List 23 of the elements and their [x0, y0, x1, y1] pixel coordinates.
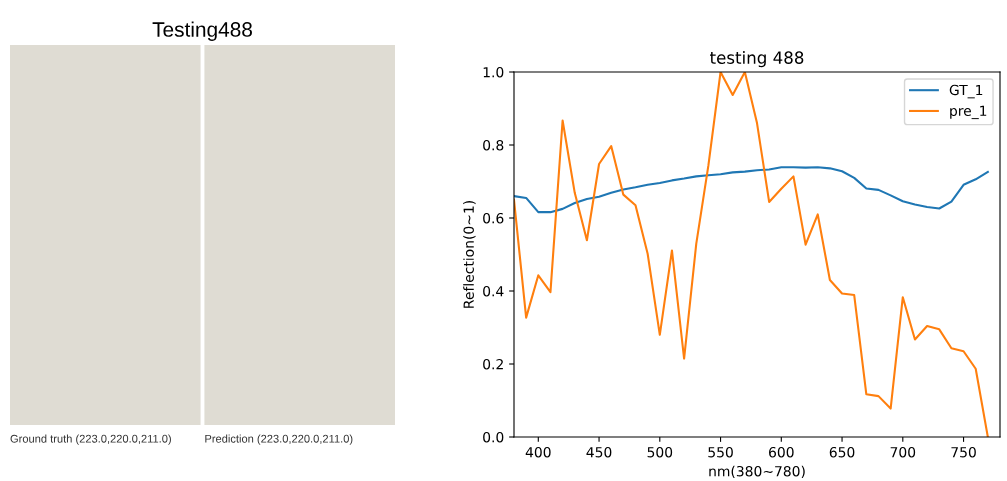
x-tick-label: 450: [586, 446, 612, 458]
legend-label: GT_1: [949, 84, 983, 99]
x-tick-label: 550: [708, 446, 733, 458]
line-series: [514, 166, 989, 214]
y-tick-label: 0.0: [483, 431, 504, 443]
x-tick-label: 700: [890, 446, 916, 458]
y-tick-label: 1.0: [483, 66, 504, 78]
x-tick-label: 500: [647, 446, 673, 458]
legend-label: pre_1: [950, 105, 987, 120]
x-tick-label: 400: [525, 446, 551, 458]
y-tick-label: 0.6: [483, 212, 504, 224]
x-tick-label: 750: [951, 446, 976, 458]
text: Ground truth (223.0,220.0,211.0): [10, 434, 171, 445]
chart-title: testing 488: [710, 51, 804, 68]
x-tick-label: 650: [829, 446, 855, 458]
y-tick-label: 0.8: [483, 139, 504, 151]
y-tick-label: 0.2: [483, 358, 503, 370]
text: Testing488: [152, 21, 252, 41]
text: Prediction (223.0,220.0,211.0): [205, 434, 353, 445]
y-axis-title: Reflection(0~1): [463, 201, 476, 308]
x-tick-label: 600: [769, 446, 794, 458]
y-tick-label: 0.4: [483, 285, 504, 297]
x-axis-title: nm(380~780): [709, 465, 805, 479]
